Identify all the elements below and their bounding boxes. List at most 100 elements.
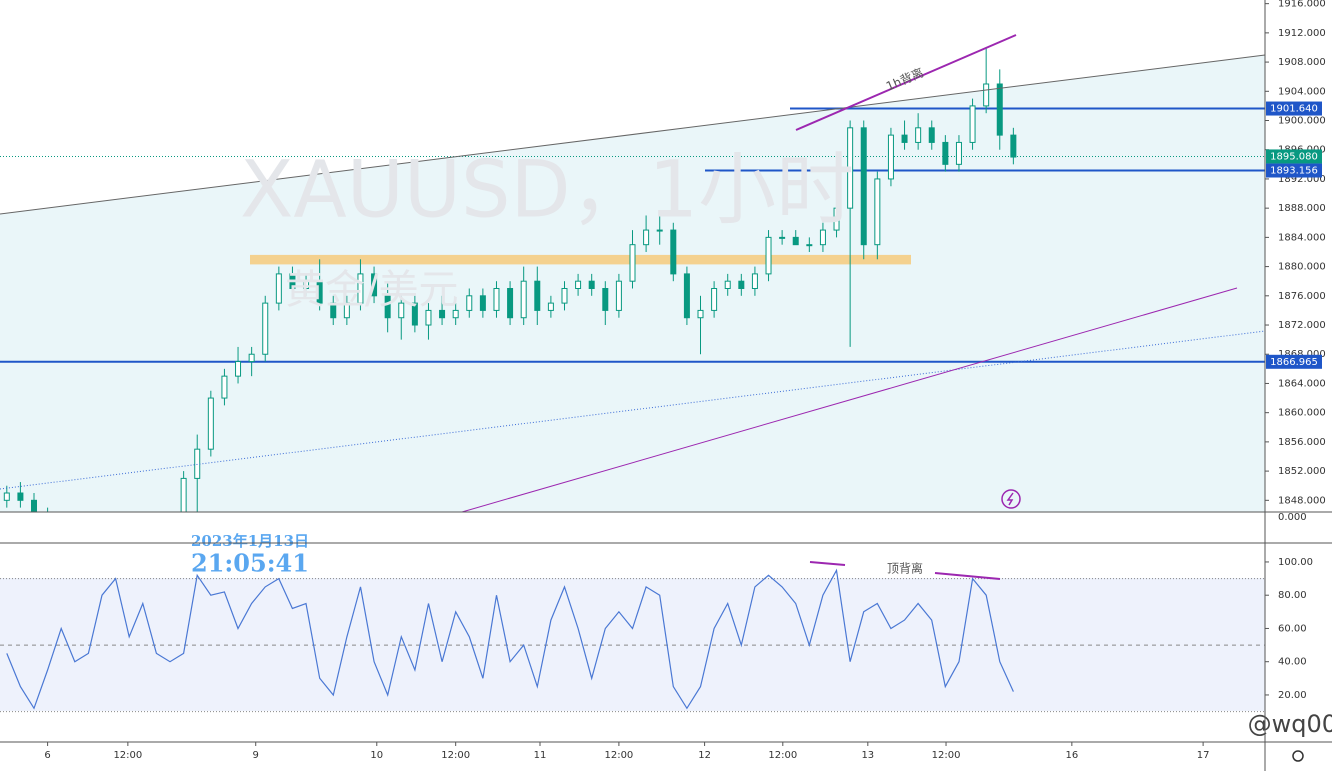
candle-body <box>983 83 990 107</box>
candle-body <box>765 236 772 275</box>
candle-body <box>561 288 568 304</box>
candle-body <box>384 295 391 319</box>
y-tick-label: 0.000 <box>1278 512 1307 523</box>
y-tick-label: 1880.000 <box>1278 262 1326 273</box>
x-tick-label: 12:00 <box>932 750 961 761</box>
candle-body <box>901 134 908 143</box>
y-tick-label: 20.00 <box>1278 690 1307 701</box>
x-tick-label: 12 <box>698 750 711 761</box>
y-tick-label: 1884.000 <box>1278 232 1326 243</box>
time: 21:05:41 <box>191 549 309 578</box>
candle-body <box>330 302 337 319</box>
candle-body <box>942 141 949 165</box>
candle-body <box>915 127 922 143</box>
credit: @wq003 <box>1248 710 1332 738</box>
y-tick-label: 1888.000 <box>1278 203 1326 214</box>
candle-body <box>724 280 731 290</box>
price-plot <box>0 47 1265 512</box>
candle-body <box>751 273 758 290</box>
divergence-line <box>809 561 846 566</box>
candle-body <box>806 244 813 247</box>
date: 2023年1月13日 <box>191 532 309 550</box>
candle-body <box>343 302 350 319</box>
candle-body <box>398 302 405 319</box>
candle-body <box>575 280 582 290</box>
y-tick-label: 1916.000 <box>1278 0 1326 10</box>
y-tick-label: 1864.000 <box>1278 378 1326 389</box>
candle-body <box>221 375 228 399</box>
candle-body <box>493 288 500 311</box>
y-tick-label: 60.00 <box>1278 623 1307 634</box>
y-tick-label: 1868.000 <box>1278 349 1326 360</box>
divergence-line <box>934 572 1001 580</box>
candle-body <box>262 302 269 355</box>
trend-line <box>0 54 1266 215</box>
trend-line <box>0 330 1266 490</box>
y-tick-label: 1900.000 <box>1278 116 1326 127</box>
y-tick-label: 80.00 <box>1278 590 1307 601</box>
candle-body <box>452 309 459 319</box>
candle-body <box>588 280 595 290</box>
candle-body <box>860 127 867 246</box>
candle-body <box>928 127 935 143</box>
candle-body <box>547 302 554 311</box>
y-tick-label: 1860.000 <box>1278 408 1326 419</box>
y-tick-label: 1912.000 <box>1278 28 1326 39</box>
x-tick-label: 9 <box>253 750 259 761</box>
candle-body <box>670 229 677 275</box>
candle-body <box>643 229 650 246</box>
candle-body <box>303 280 310 290</box>
price-label-box <box>1266 354 1322 369</box>
candle-body <box>357 273 364 304</box>
candle-body <box>833 207 840 231</box>
x-tick-label: 12:00 <box>113 750 142 761</box>
x-tick-label: 17 <box>1197 750 1210 761</box>
y-tick-label: 100.00 <box>1278 557 1313 568</box>
divergence-line <box>795 34 1017 131</box>
candle-body <box>955 141 962 165</box>
watermark-sub: 黄金/美元 <box>285 267 458 313</box>
zone <box>250 254 911 265</box>
settings-icon[interactable] <box>1292 750 1304 762</box>
candle-body <box>507 288 514 319</box>
candle-body <box>1010 134 1017 158</box>
y-tick-label: 1848.000 <box>1278 495 1326 506</box>
candle-body <box>235 361 242 377</box>
price-label-box <box>1266 149 1322 164</box>
candle-body <box>697 309 704 319</box>
candle-body <box>779 236 786 239</box>
x-tick-label: 12:00 <box>441 750 470 761</box>
candle-body <box>17 492 24 501</box>
alert-icon-bolt <box>1006 492 1014 506</box>
candle-body <box>316 280 323 304</box>
candle-body <box>180 477 187 512</box>
candle-body <box>371 273 378 297</box>
candle-body <box>656 229 663 232</box>
annotation: 顶背离 <box>887 561 923 576</box>
alert-icon[interactable] <box>1001 489 1021 509</box>
candle-body <box>792 236 799 246</box>
price-label: 1866.965 <box>1270 357 1318 368</box>
candle-body <box>602 288 609 311</box>
price-label: 1893.156 <box>1270 166 1318 177</box>
candle-body <box>996 83 1003 136</box>
y-tick-label: 40.00 <box>1278 657 1307 668</box>
candle-body <box>711 288 718 311</box>
y-tick-label: 1852.000 <box>1278 466 1326 477</box>
candle-body <box>439 309 446 319</box>
x-tick-label: 12:00 <box>768 750 797 761</box>
candle-body <box>479 295 486 311</box>
x-tick-label: 10 <box>370 750 383 761</box>
candle-body <box>534 280 541 311</box>
candle-body <box>887 134 894 180</box>
candle-body <box>411 302 418 326</box>
candle-body <box>738 280 745 290</box>
candle-body <box>874 178 881 246</box>
candle-body <box>969 105 976 143</box>
y-tick-label: 1904.000 <box>1278 86 1326 97</box>
oscillator-line <box>6 568 1014 710</box>
candle-body <box>275 273 282 304</box>
candle-body <box>819 229 826 246</box>
oscillator-plot <box>0 568 1265 713</box>
